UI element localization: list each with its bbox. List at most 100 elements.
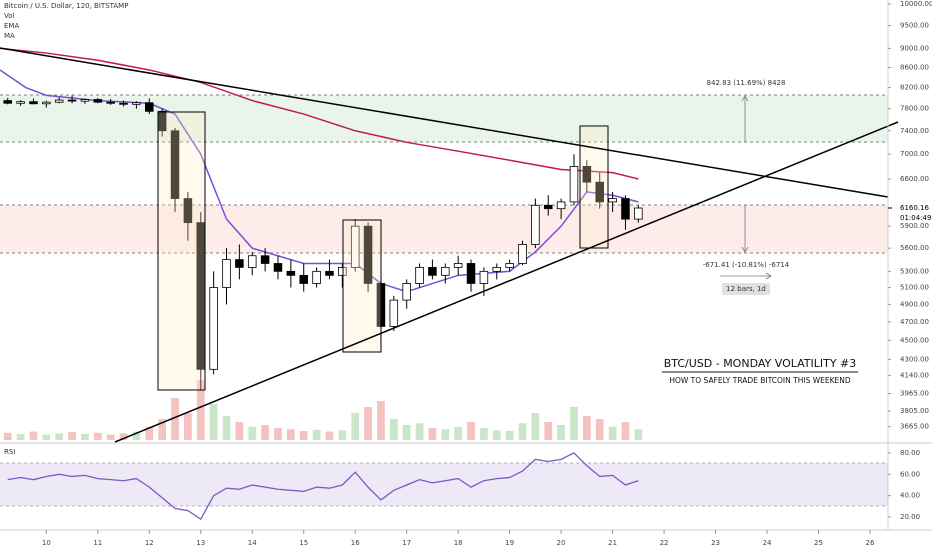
candle-body xyxy=(170,130,180,199)
candle-body xyxy=(556,201,566,210)
candle-body xyxy=(235,259,244,268)
candle-body xyxy=(518,244,527,264)
volume-bar xyxy=(235,422,244,440)
volume-bar xyxy=(364,407,372,440)
candle-body xyxy=(16,101,25,104)
volume-bar xyxy=(119,433,128,440)
candle-body xyxy=(621,198,630,220)
volume-bar xyxy=(132,431,141,440)
candle-body xyxy=(453,263,463,268)
volume-bar xyxy=(377,401,385,440)
candle-body xyxy=(260,255,270,264)
volume-bar xyxy=(299,431,308,440)
up-measure: 842.83 (11.69%) 8428 xyxy=(707,79,786,87)
candle-body xyxy=(286,270,296,276)
candle-body xyxy=(582,165,592,183)
y-tick-label: 3665.00 xyxy=(900,423,929,431)
candle-body xyxy=(569,165,579,203)
y-tick-label: 9500.00 xyxy=(900,22,929,30)
x-tick-label: 13 xyxy=(196,539,205,547)
y-tick-label: 10000.00 xyxy=(900,0,932,8)
x-tick-label: 17 xyxy=(402,539,411,547)
down-measure: -671.41 (-10.81%) -6714 xyxy=(703,261,790,269)
volume-bar xyxy=(222,416,231,440)
volume-bar xyxy=(171,398,179,440)
candle-body xyxy=(415,266,424,284)
candle-body xyxy=(634,207,643,220)
candle-body xyxy=(479,270,489,284)
candle-body xyxy=(106,101,115,104)
volume-bar xyxy=(55,433,64,440)
volume-bar xyxy=(428,428,437,440)
volume-bar xyxy=(544,422,553,440)
volume-bar xyxy=(93,432,102,440)
volume-bar xyxy=(505,431,514,440)
x-tick-label: 10 xyxy=(42,539,51,547)
last-price: 6160.16 xyxy=(900,204,929,212)
x-tick-label: 20 xyxy=(557,539,566,547)
candle-body xyxy=(389,299,399,327)
indicator: EMA xyxy=(4,22,19,30)
volume-bar xyxy=(557,425,565,440)
candle-body xyxy=(29,101,38,105)
x-tick-label: 26 xyxy=(866,539,875,547)
candle-body xyxy=(54,99,64,103)
volume-bar xyxy=(42,434,51,440)
y-tick-label: 4140.00 xyxy=(900,371,929,379)
volume-bar xyxy=(621,422,630,440)
candle-body xyxy=(543,204,553,210)
volume-bar xyxy=(389,419,398,440)
volume-bar xyxy=(248,426,257,440)
candle-body xyxy=(247,255,257,268)
volume-bar xyxy=(492,430,501,440)
indicator: Vol xyxy=(4,12,15,20)
volume-bar xyxy=(286,429,295,440)
volume-bar xyxy=(480,428,488,440)
x-tick-label: 25 xyxy=(814,539,823,547)
candle-body xyxy=(183,198,193,224)
candle-body xyxy=(595,181,604,203)
x-tick-label: 21 xyxy=(608,539,617,547)
candle-body xyxy=(42,101,51,105)
trend-lines xyxy=(0,47,899,443)
y-tick-label: 5900.00 xyxy=(900,222,929,230)
candle-body xyxy=(132,102,141,105)
volume-bar xyxy=(338,430,347,440)
risk-zone xyxy=(0,205,888,253)
volume-bar xyxy=(184,413,192,440)
bars-note: 12 bars, 1d xyxy=(726,285,766,293)
x-tick-label: 19 xyxy=(505,539,514,547)
candle-body xyxy=(3,100,12,104)
x-tick-label: 11 xyxy=(93,539,102,547)
y-tick-label: 5600.00 xyxy=(900,244,929,252)
rsi-tick-label: 20.00 xyxy=(900,513,920,521)
y-tick-label: 7400.00 xyxy=(900,127,929,135)
candle-body xyxy=(273,263,283,272)
candle-body xyxy=(363,225,373,284)
volume-bar xyxy=(106,434,115,440)
candle-body xyxy=(441,266,450,276)
subheadline: HOW TO SAFELY TRADE BITCOIN THIS WEEKEND xyxy=(669,376,851,385)
volume-bar xyxy=(29,431,38,440)
volume-bar xyxy=(261,425,269,440)
y-tick-label: 3965.00 xyxy=(900,390,929,398)
x-tick-label: 14 xyxy=(248,539,257,547)
candle-body xyxy=(608,198,617,203)
boxes xyxy=(157,111,609,391)
frame xyxy=(0,0,932,531)
volume-bar xyxy=(582,416,591,440)
candle-body xyxy=(299,274,308,284)
y-tick-label: 4300.00 xyxy=(900,355,929,363)
y-tick-label: 5300.00 xyxy=(900,267,929,275)
candle-body xyxy=(93,99,103,103)
y-tick-label: 7000.00 xyxy=(900,150,929,158)
y-tick-label: 8200.00 xyxy=(900,84,929,92)
volume-bar xyxy=(415,423,424,440)
volume-bar xyxy=(16,434,25,440)
candle-body xyxy=(428,266,437,276)
candle-body xyxy=(350,225,360,268)
x-tick-label: 12 xyxy=(145,539,154,547)
volume-bar xyxy=(441,429,450,440)
x-tick-label: 18 xyxy=(454,539,463,547)
